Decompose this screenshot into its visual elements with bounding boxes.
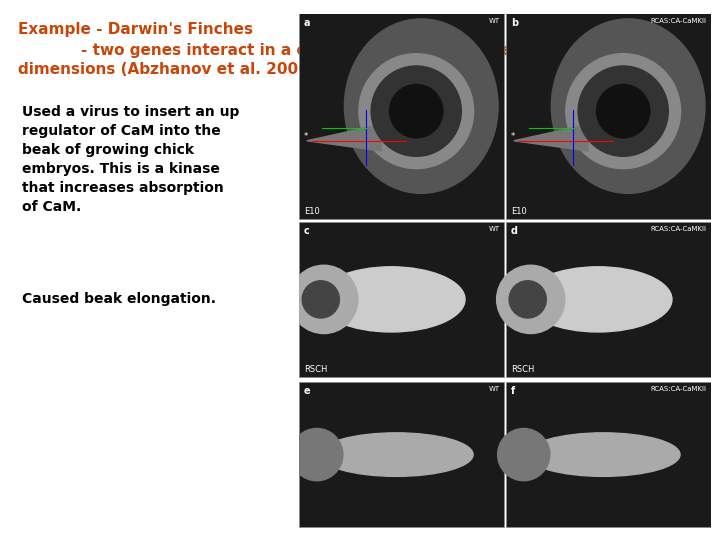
- Polygon shape: [307, 124, 382, 151]
- Circle shape: [359, 53, 474, 168]
- Circle shape: [390, 84, 443, 138]
- Text: E10: E10: [510, 207, 526, 216]
- Ellipse shape: [526, 433, 680, 476]
- Ellipse shape: [318, 267, 465, 332]
- Text: c: c: [304, 226, 310, 236]
- Circle shape: [566, 53, 680, 168]
- Circle shape: [497, 265, 564, 334]
- Circle shape: [509, 281, 546, 318]
- Circle shape: [291, 428, 343, 481]
- Text: b: b: [510, 17, 518, 28]
- Text: WT: WT: [489, 226, 500, 232]
- Text: RSCH: RSCH: [510, 365, 534, 374]
- Circle shape: [302, 281, 339, 318]
- Text: RCAS:CA-CaMKII: RCAS:CA-CaMKII: [651, 386, 706, 392]
- Ellipse shape: [524, 267, 672, 332]
- Text: *: *: [510, 132, 515, 141]
- Text: Example - Darwin's Finches: Example - Darwin's Finches: [18, 22, 253, 37]
- Text: RSCH: RSCH: [304, 365, 327, 374]
- Text: e: e: [304, 386, 310, 396]
- Text: Caused beak elongation.: Caused beak elongation.: [22, 292, 216, 306]
- Text: f: f: [510, 386, 515, 396]
- Text: Used a virus to insert an up
regulator of CaM into the
beak of growing chick
emb: Used a virus to insert an up regulator o…: [22, 105, 239, 214]
- Text: RCAS:CA-CaMKII: RCAS:CA-CaMKII: [651, 226, 706, 232]
- Bar: [505, 382, 711, 527]
- Text: a: a: [304, 17, 310, 28]
- Bar: [299, 14, 504, 219]
- Ellipse shape: [552, 19, 705, 193]
- Circle shape: [578, 66, 668, 156]
- Text: d: d: [510, 226, 518, 236]
- Text: E10: E10: [304, 207, 320, 216]
- Bar: [299, 382, 504, 527]
- Text: RCAS:CA-CaMKII: RCAS:CA-CaMKII: [651, 17, 706, 24]
- Ellipse shape: [344, 19, 498, 193]
- Circle shape: [289, 265, 358, 334]
- Bar: [299, 222, 504, 377]
- Text: - two genes interact in a co-ordinated way to determine beak
dimensions (Abzhano: - two genes interact in a co-ordinated w…: [18, 43, 609, 77]
- Polygon shape: [513, 124, 588, 151]
- Bar: [505, 14, 711, 219]
- Ellipse shape: [320, 433, 473, 476]
- Circle shape: [498, 428, 550, 481]
- Circle shape: [597, 84, 650, 138]
- Bar: [505, 222, 711, 377]
- Text: *: *: [304, 132, 308, 141]
- Text: WT: WT: [489, 386, 500, 392]
- Circle shape: [372, 66, 462, 156]
- Text: WT: WT: [489, 17, 500, 24]
